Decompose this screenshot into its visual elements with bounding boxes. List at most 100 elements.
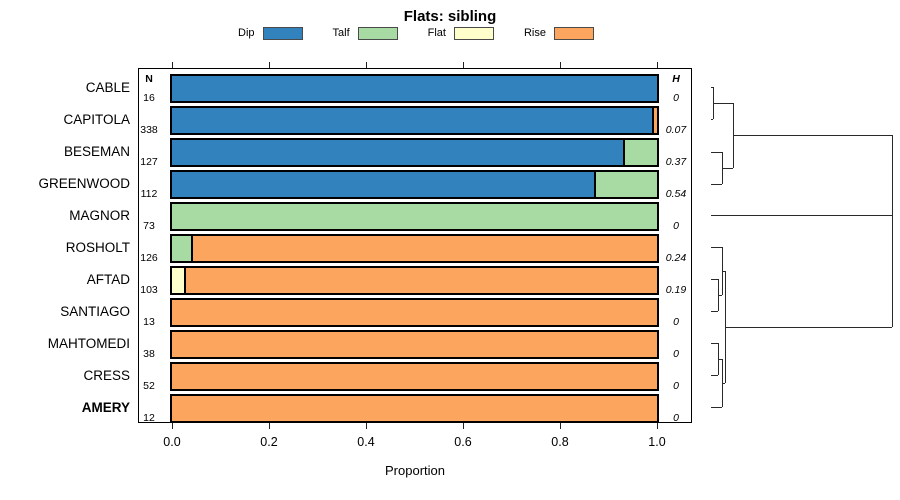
h-value: 0.24 [665,252,687,264]
dendrogram-line [725,327,892,328]
h-value: 0.37 [665,156,687,168]
n-value: 103 [140,284,158,296]
x-tick [172,62,173,68]
legend-item: Dip [238,26,303,40]
legend-item: Rise [523,26,594,40]
legend-swatch [554,26,594,40]
stacked-bar [170,329,659,359]
legend-swatch [453,26,494,40]
dendrogram-line [713,103,733,104]
dendrogram-line [892,135,893,327]
x-axis-title: Proportion [385,463,445,478]
dendrogram-line [711,407,722,408]
legend-item: Talf [332,26,398,40]
x-tick [657,423,658,429]
row-label: AMERY [81,400,130,415]
dendrogram-line [711,311,718,312]
h-value: 0 [673,380,679,392]
bar-segment-talf [172,235,192,261]
x-tick-label: 1.0 [648,435,666,449]
bar-segment-talf [172,203,657,229]
stacked-bar [170,73,659,103]
h-value: 0 [673,92,679,104]
legend-label: Rise [523,27,546,39]
row-label: MAGNOR [69,208,130,223]
legend-label: Talf [332,27,350,39]
legend-item: Flat [427,26,494,40]
dendrogram-line [711,152,722,153]
legend-label: Flat [427,27,446,39]
stacked-bar [170,265,659,295]
legend-swatch [357,26,398,40]
bar-segment-flat [172,267,185,293]
n-value: 126 [140,252,158,264]
h-value: 0 [673,412,679,424]
h-column-header: H [672,73,680,85]
row-label: MAHTOMEDI [47,336,130,351]
stacked-bar [170,201,659,231]
dendrogram-line [711,343,718,344]
dendrogram-line [711,87,713,88]
h-value: 0.54 [665,188,687,200]
stacked-bar [170,361,659,391]
row-label: CABLE [85,80,130,95]
n-value: 338 [140,124,158,136]
row-label: CRESS [83,368,130,383]
h-value: 0.19 [665,284,687,296]
x-tick-label: 0.8 [551,435,569,449]
legend: Dip Talf Flat Rise [136,25,696,41]
dendrogram-line [718,359,722,360]
bar-segment-rise [172,299,657,325]
x-tick-label: 0.6 [454,435,472,449]
dendrogram-line [733,135,892,136]
bar-segment-dip [172,107,653,133]
bar-segment-rise [652,107,657,133]
stacked-bar [170,393,659,423]
row-label: CAPITOLA [63,112,130,127]
dendrogram-line [711,247,722,248]
bar-segment-rise [172,331,657,357]
x-tick [269,62,270,68]
x-tick [463,62,464,68]
row-label: SANTIAGO [60,304,130,319]
chart-title: Flats: sibling [403,8,497,25]
x-tick [560,423,561,429]
n-value: 38 [143,348,155,360]
dendrogram-line [718,295,722,296]
x-tick-label: 0.2 [260,435,278,449]
row-label: ROSHOLT [65,240,130,255]
stacked-bar [170,297,659,327]
x-tick [172,423,173,429]
stacked-bar [170,233,659,263]
dendrogram-line [711,215,892,216]
bar-segment-dip [172,171,594,197]
dendrogram-line [711,279,718,280]
stacked-bar [170,105,659,135]
x-tick [463,423,464,429]
n-value: 16 [143,92,155,104]
bar-segment-talf [593,171,657,197]
legend-label: Dip [238,27,255,39]
dendrogram-line [711,184,722,185]
stacked-bar [170,169,659,199]
x-tick [366,62,367,68]
h-value: 0 [673,316,679,328]
bar-segment-talf [623,139,657,165]
x-tick [657,62,658,68]
x-tick [366,423,367,429]
row-label: AFTAD [86,272,130,287]
dendrogram-line [722,168,733,169]
h-value: 0 [673,348,679,360]
x-tick [560,62,561,68]
bar-segment-dip [172,75,657,101]
bar-segment-rise [172,395,657,421]
h-value: 0.07 [665,124,687,136]
n-value: 73 [143,220,155,232]
n-value: 12 [143,412,155,424]
dendrogram-line [711,119,713,120]
dendrogram-line [711,375,718,376]
n-value: 112 [140,188,158,200]
x-tick-label: 0.0 [163,435,181,449]
n-column-header: N [145,73,153,85]
